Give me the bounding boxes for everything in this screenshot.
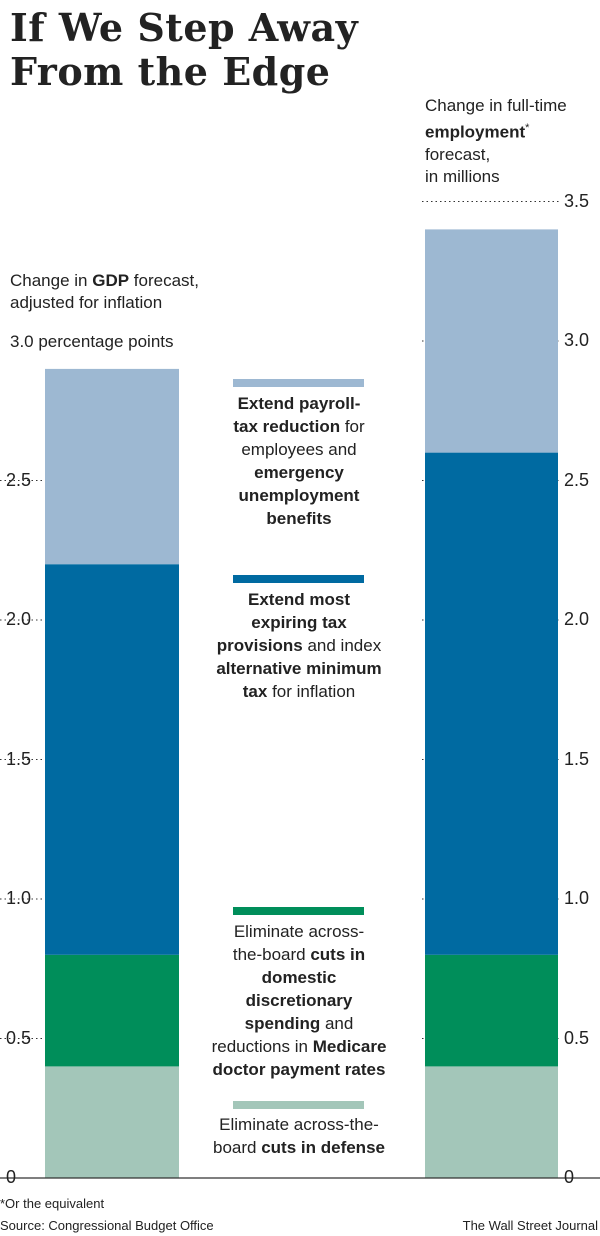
source-note: Source: Congressional Budget Office [0,1218,214,1233]
bar-segment-employment-domestic [425,954,558,1067]
left-label-post: forecast, [129,271,199,290]
chart-title: If We Step Away From the Edge [10,6,358,94]
legend-swatch-domestic [233,907,364,915]
tick-label-left: 2.0 [6,609,32,629]
bar-segment-employment-tax [425,452,558,955]
legend-label-tax: Extend most expiring tax provisions and in… [216,590,382,701]
bar-segment-gdp-defense [45,1066,179,1178]
footnote: *Or the equivalent [0,1196,105,1211]
credit: The Wall Street Journal [462,1218,598,1233]
left-label-line2: adjusted for inflation [10,293,163,312]
legend-label-domestic: Eliminate across-the-board cuts in domest… [211,922,387,1079]
tick-label-left: 1.0 [6,888,32,908]
right-axis-title: Change in full-time employment* forecast… [425,95,567,188]
left-label-bold: GDP [92,271,130,290]
tick-label-right: 1.5 [564,748,590,769]
bar-segment-employment-defense [425,1066,558,1178]
bar-segment-employment-payroll [425,229,558,453]
left-axis-title: Change in GDP forecast, adjusted for inf… [10,270,199,314]
tick-label-left: 2.5 [6,469,32,490]
legend-swatch-payroll [233,379,364,387]
footnote-star: * [525,122,530,134]
right-label-bold: employment [425,122,526,142]
tick-label-right: 2.0 [564,609,590,629]
legend-swatch-tax [233,575,364,583]
tick-label-right: 0.5 [564,1027,590,1048]
tick-label-left: 0 [6,1167,17,1187]
title-line-2: From the Edge [10,49,331,94]
tick-label-left: 0.5 [6,1027,32,1048]
legend-swatch-defense [233,1101,364,1109]
tick-label-right: 3.0 [564,330,590,350]
bar-segment-gdp-payroll [45,368,179,565]
tick-label-right: 0 [564,1167,575,1187]
tick-label-right: 2.5 [564,469,590,490]
bar-segment-gdp-tax [45,564,179,955]
legend-label-defense: Eliminate across-the-board cuts in defen… [213,1115,385,1157]
left-axis-unit: 3.0 percentage points [10,332,174,351]
tick-label-left: 1.5 [6,748,32,769]
tick-label-right: 1.0 [564,888,590,908]
legend-label-payroll: Extend payroll-tax reduction for employee… [233,394,365,528]
title-line-1: If We Step Away [10,5,359,50]
left-label-pre: Change in [10,271,93,290]
right-label-line4: in millions [425,166,500,186]
tick-label-right: 3.5 [564,190,590,211]
bar-segment-gdp-domestic [45,954,179,1067]
right-label-line3: forecast, [425,144,491,164]
right-label-line1: Change in full-time [425,96,567,115]
